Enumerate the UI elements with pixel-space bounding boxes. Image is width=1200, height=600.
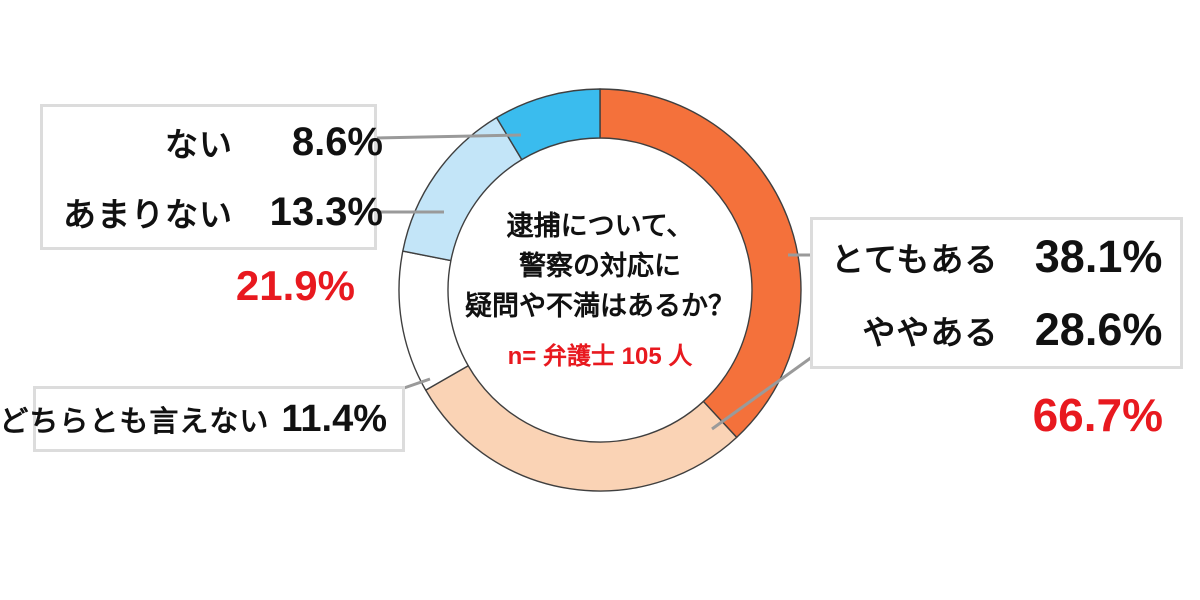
callout-box-negative: ない 8.6% あまりない 13.3%	[40, 104, 383, 250]
legend-label-amarinai: あまりない	[63, 196, 233, 233]
legend-label-dochiratomo: どちらとも言えない	[0, 406, 270, 438]
leader-lines	[376, 133, 813, 431]
legend-value-yayaaru: 28.6%	[1034, 303, 1163, 355]
chart-center-question: 逮捕について、 警察の対応に 疑問や不満はあるか？ n= 弁護士 105 人	[440, 206, 760, 371]
legend-row-totemoaru: とてもある 38.1%	[831, 220, 1162, 293]
donut-segments	[398, 88, 802, 492]
callout-box-positive: とてもある 38.1% ややある 28.6%	[810, 217, 1183, 369]
donut-segment-ややある	[425, 365, 738, 492]
question-line-2: 警察の対応に	[519, 251, 681, 281]
leader-line-dochiratomo	[403, 377, 431, 390]
legend-label-yayaaru: ややある	[862, 313, 999, 351]
question-line-3: 疑問や不満はあるか？	[465, 291, 735, 321]
sample-size-note: n= 弁護士 105 人	[507, 343, 693, 370]
leader-line-yayaaru	[711, 355, 813, 431]
callout-box-neutral: どちらとも言えない 11.4%	[0, 386, 405, 452]
total-negative: 21.9%	[235, 262, 355, 309]
legend-value-amarinai: 13.3%	[269, 189, 383, 234]
legend-value-nai: 8.6%	[291, 119, 383, 164]
donut-segment-とてもある	[599, 88, 802, 439]
legend-row-nai: ない 8.6%	[63, 107, 383, 177]
leader-line-nai	[376, 133, 522, 140]
total-positive: 66.7%	[1032, 389, 1163, 441]
legend-row-amarinai: あまりない 13.3%	[63, 177, 383, 247]
question-line-1: 逮捕について、	[506, 211, 694, 241]
donut-segment-ない	[495, 88, 601, 161]
legend-row-yayaaru: ややある 28.6%	[831, 293, 1162, 366]
legend-value-totemoaru: 38.1%	[1034, 230, 1163, 282]
legend-label-totemoaru: とてもある	[831, 240, 999, 278]
legend-label-nai: ない	[165, 126, 233, 163]
legend-value-dochiratomo: 11.4%	[281, 397, 387, 440]
